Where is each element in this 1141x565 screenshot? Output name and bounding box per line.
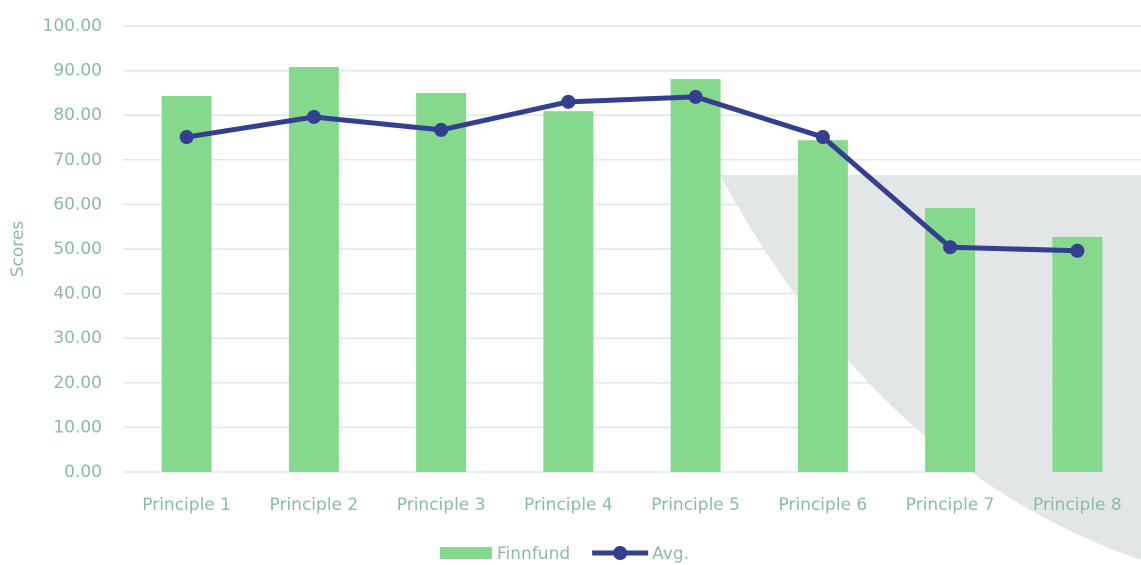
bar <box>1052 236 1103 472</box>
x-tick-label: Principle 7 <box>906 495 995 515</box>
x-tick-label: Principle 2 <box>270 495 359 515</box>
line <box>186 94 1078 254</box>
bar <box>161 96 212 472</box>
x-tick-label: Principle 8 <box>1033 495 1122 515</box>
marker <box>306 109 321 124</box>
marker <box>179 130 194 145</box>
y-tick-label: 20.00 <box>53 373 102 393</box>
x-tick-label: Principle 6 <box>779 495 868 515</box>
bar <box>797 140 848 472</box>
marker <box>561 94 576 109</box>
x-tick-label: Principle 3 <box>397 495 486 515</box>
bar <box>543 111 594 472</box>
x-tick-label: Principle 4 <box>524 495 613 515</box>
marker <box>688 89 703 104</box>
marker <box>434 122 449 137</box>
y-tick-label: 70.00 <box>53 150 102 170</box>
marker <box>943 240 958 255</box>
legend-swatch <box>613 546 628 560</box>
x-tick-label: Principle 1 <box>142 495 231 515</box>
marker <box>815 130 830 145</box>
y-tick-label: 100.00 <box>43 16 102 36</box>
y-axis-label: Scores <box>8 221 28 278</box>
marker <box>1070 243 1085 258</box>
y-tick-label: 40.00 <box>53 284 102 304</box>
y-tick-label: 0.00 <box>64 462 102 482</box>
y-tick-label: 50.00 <box>53 239 102 259</box>
x-tick-label: Principle 5 <box>651 495 740 515</box>
bar <box>288 67 339 473</box>
y-tick-label: 90.00 <box>53 61 102 81</box>
legend-label: Avg. <box>652 544 689 564</box>
legend-label: Finnfund <box>497 544 570 564</box>
y-tick-label: 10.00 <box>53 417 102 437</box>
bar <box>670 79 721 472</box>
y-tick-label: 60.00 <box>53 194 102 214</box>
y-tick-label: 30.00 <box>53 328 102 348</box>
bar <box>416 92 467 473</box>
legend-swatch <box>440 547 492 559</box>
y-tick-label: 80.00 <box>53 105 102 125</box>
